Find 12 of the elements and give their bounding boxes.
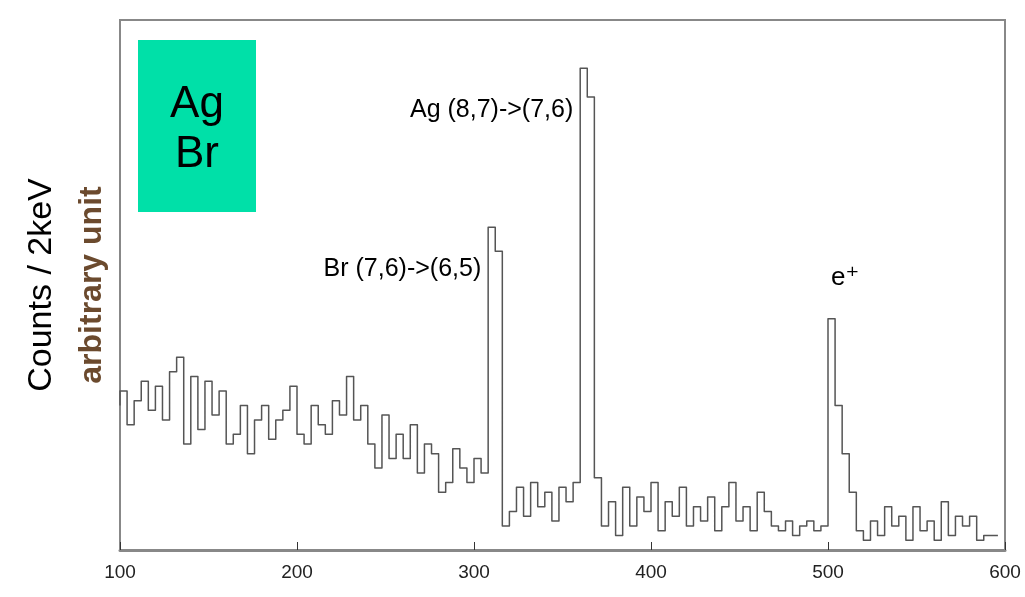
annotation: Br (7,6)->(6,5) (323, 253, 482, 282)
x-tick-label: 300 (458, 561, 490, 582)
x-tick-label: 600 (989, 561, 1021, 582)
y-axis-title: Counts / 2keV (20, 177, 58, 392)
annotation: e⁺ (830, 260, 860, 291)
x-tick-label: 100 (104, 561, 136, 582)
x-tick-label: 200 (281, 561, 313, 582)
annotation: Ag (8,7)->(7,6) (410, 94, 574, 123)
x-tick-label: 500 (812, 561, 844, 582)
annotation: Ag Br (170, 76, 224, 176)
y2-axis-title: arbitrary unit (72, 185, 108, 384)
x-tick-label: 400 (635, 561, 667, 582)
